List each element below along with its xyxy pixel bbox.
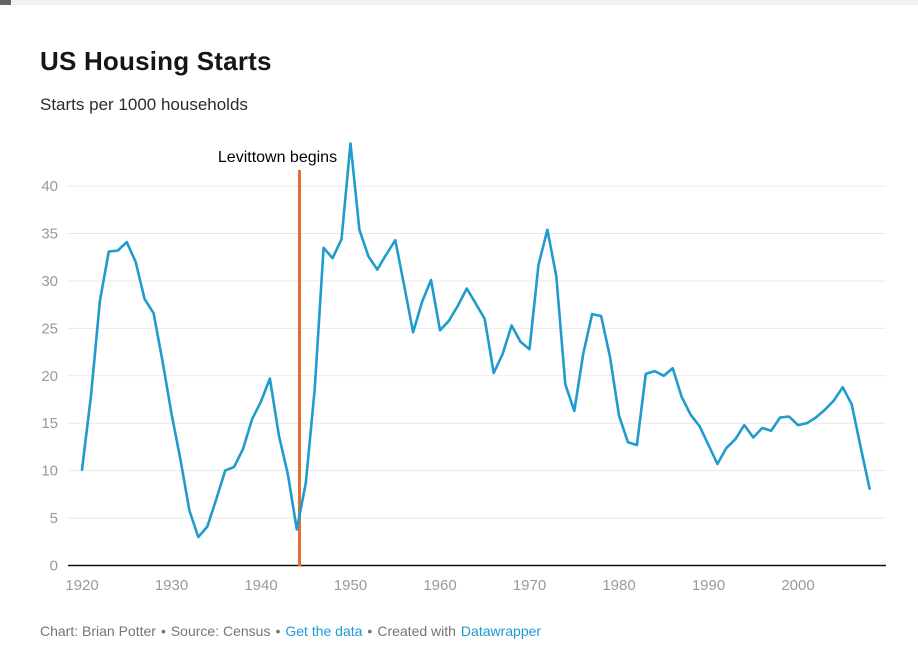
top-strip <box>0 0 918 5</box>
footer-bullet: • <box>160 623 166 639</box>
footer-credit: Chart: Brian Potter <box>40 623 156 639</box>
x-tick-label: 1960 <box>423 577 456 594</box>
x-tick-label: 1920 <box>65 577 98 594</box>
annotation-label: Levittown begins <box>218 149 337 166</box>
footer-bullet: • <box>275 623 281 639</box>
y-tick-label: 10 <box>41 463 58 480</box>
x-tick-label: 1950 <box>334 577 367 594</box>
y-tick-label: 0 <box>50 558 58 575</box>
footer-created-with: Created with <box>377 623 456 639</box>
footer-source: Source: Census <box>170 623 271 639</box>
y-tick-label: 20 <box>41 368 58 385</box>
y-tick-label: 30 <box>41 273 58 290</box>
datawrapper-link[interactable]: Datawrapper <box>460 623 542 639</box>
footer-bullet: • <box>367 623 373 639</box>
x-tick-label: 1980 <box>602 577 635 594</box>
y-tick-label: 15 <box>41 415 58 432</box>
chart-subtitle: Starts per 1000 households <box>40 95 248 114</box>
x-tick-label: 1940 <box>244 577 277 594</box>
x-tick-label: 1970 <box>513 577 546 594</box>
y-tick-label: 35 <box>41 226 58 243</box>
x-tick-label: 1930 <box>155 577 188 594</box>
chart-title: US Housing Starts <box>40 46 272 76</box>
chart-footer: Chart: Brian Potter • Source: Census • G… <box>40 623 541 639</box>
get-the-data-link[interactable]: Get the data <box>285 623 363 639</box>
y-tick-label: 25 <box>41 320 58 337</box>
x-tick-label: 1990 <box>692 577 725 594</box>
x-tick-label: 2000 <box>781 577 814 594</box>
top-strip-accent <box>0 0 11 5</box>
y-tick-label: 5 <box>50 510 58 527</box>
y-tick-label: 40 <box>41 178 58 195</box>
data-line <box>80 142 871 539</box>
